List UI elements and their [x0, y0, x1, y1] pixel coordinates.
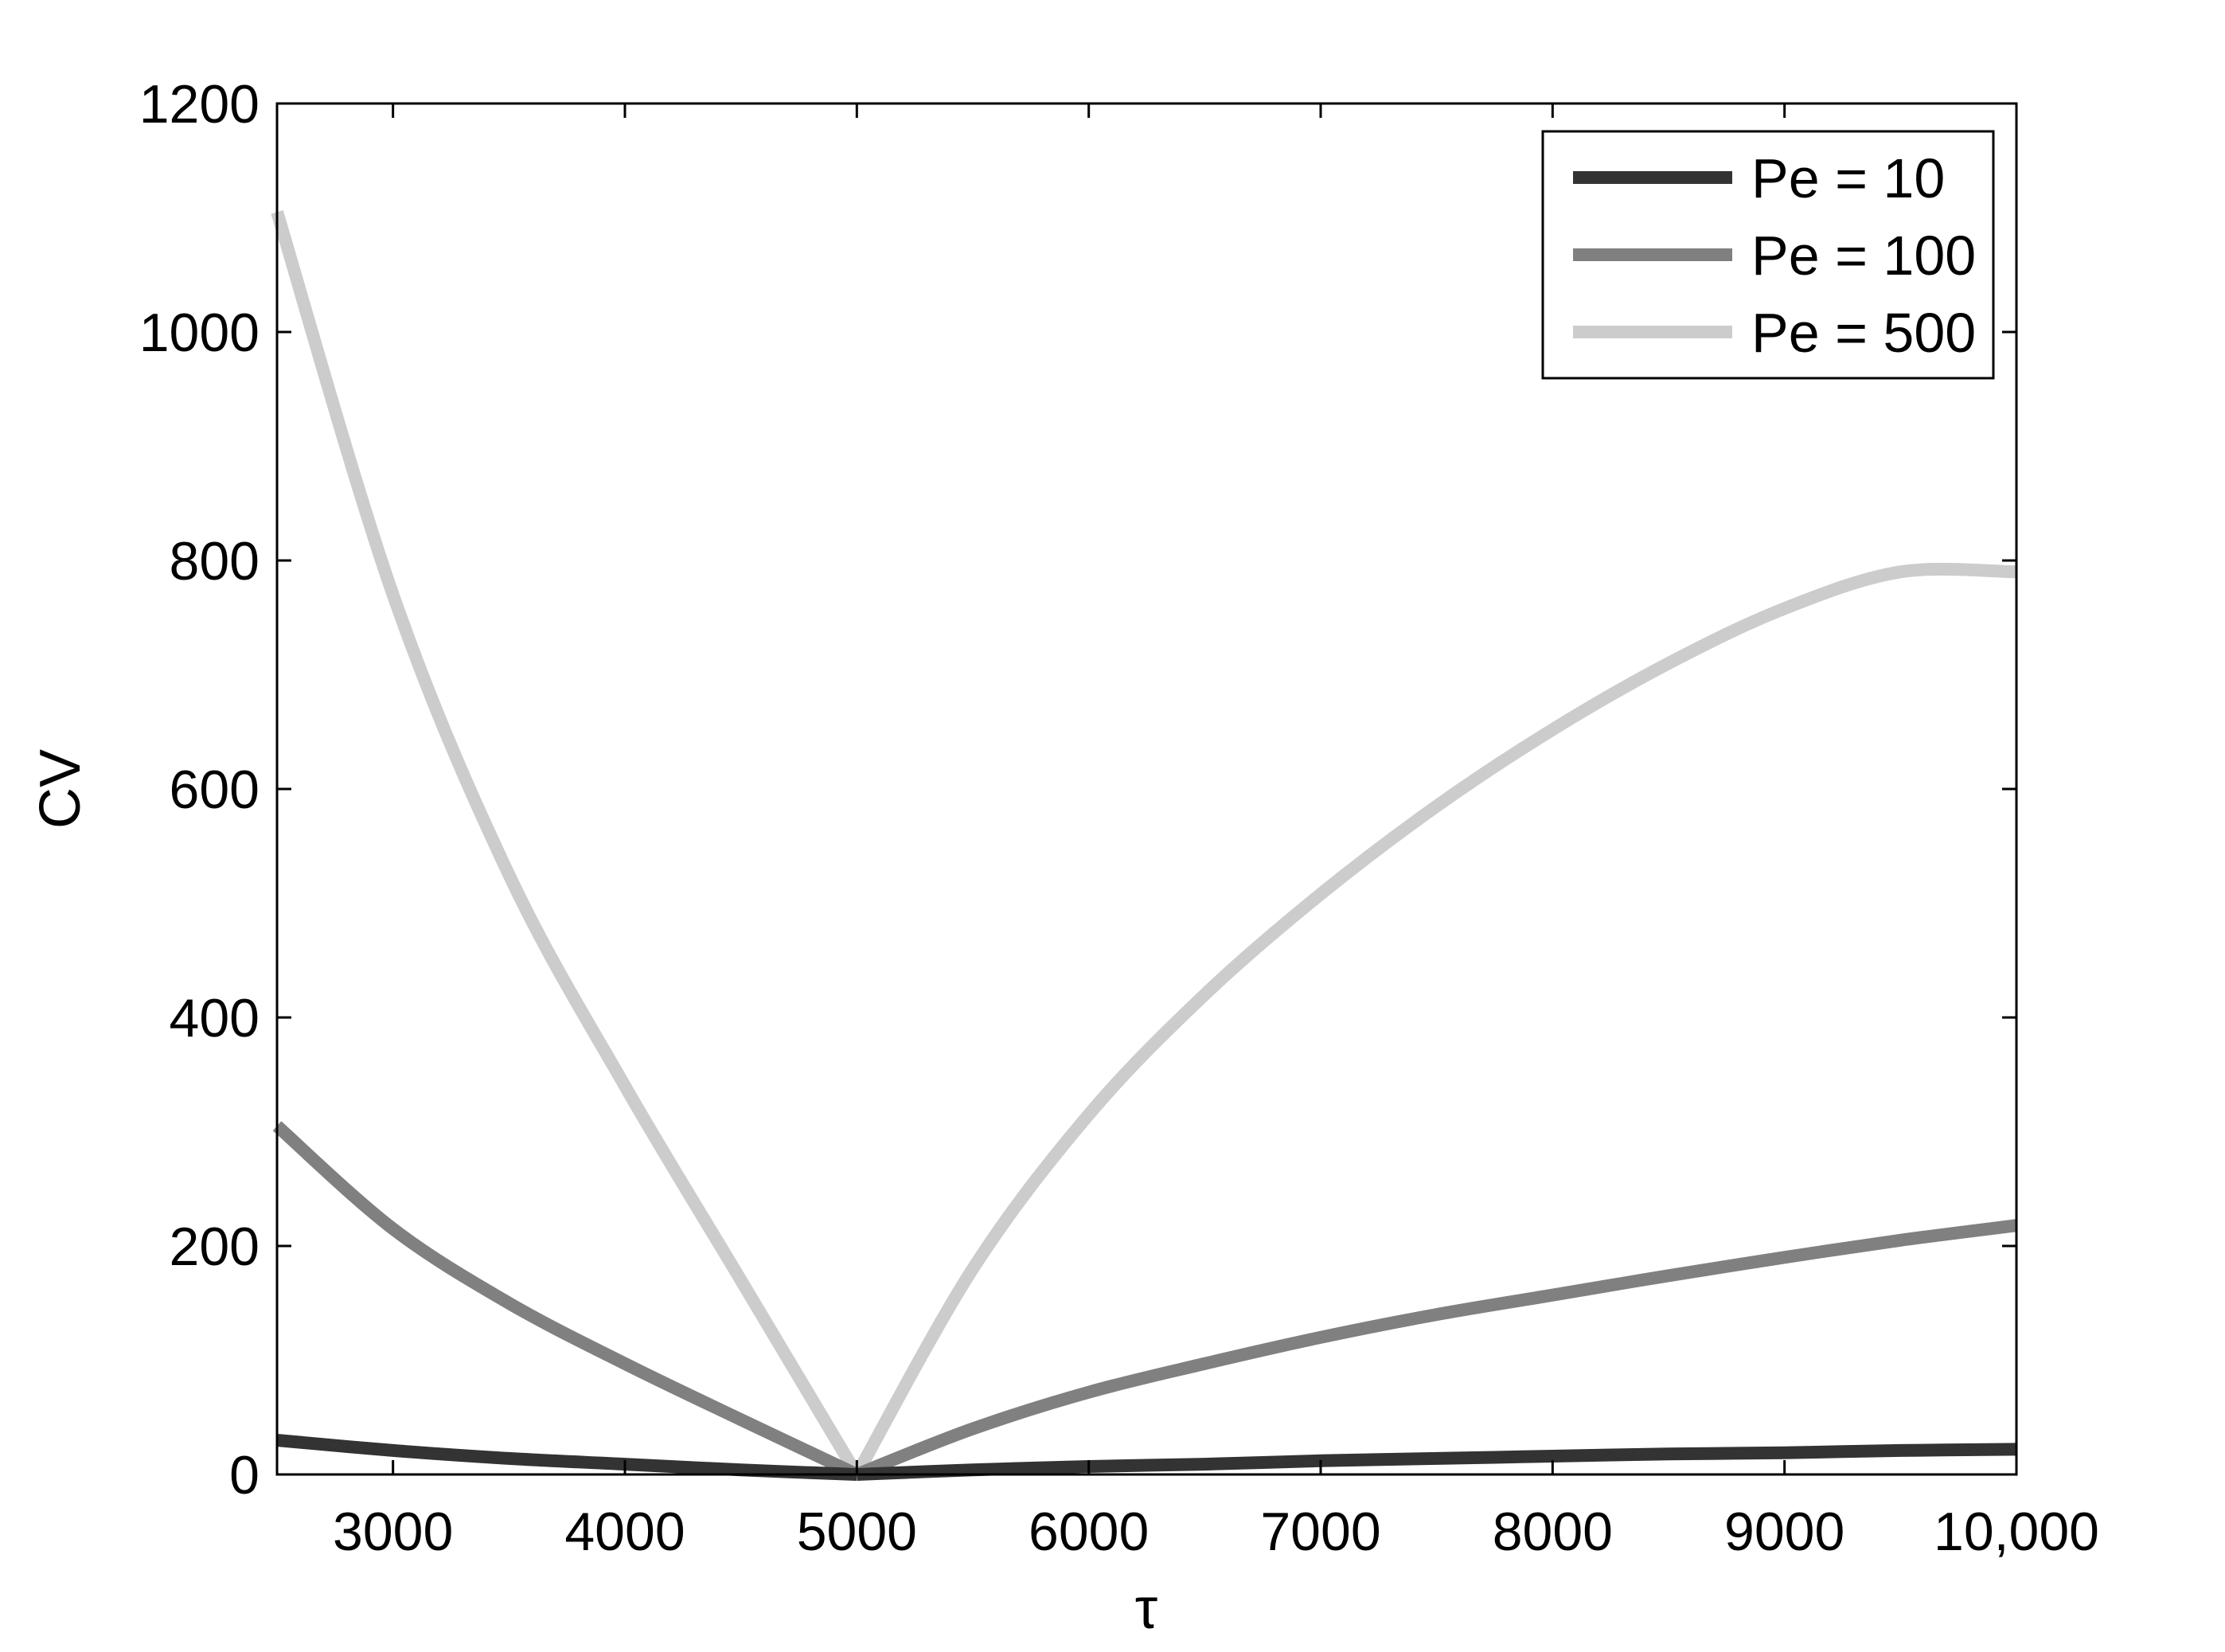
x-tick-label: 10,000	[1934, 1502, 2099, 1562]
y-tick-label: 1200	[139, 74, 260, 135]
x-tick-label: 5000	[797, 1502, 917, 1562]
y-tick-label: 1000	[139, 303, 260, 363]
series-line-pe-100	[272, 1121, 2018, 1481]
legend: Pe = 10 Pe = 100 Pe = 500	[1541, 130, 1995, 380]
legend-label: Pe = 100	[1751, 225, 1976, 287]
y-tick-label: 600	[170, 760, 260, 820]
x-tick-label: 7000	[1260, 1502, 1380, 1562]
tick-layer: 3000 4000 5000 6000 7000 8000 9000 10,000 0 200 40…	[139, 74, 2099, 1562]
x-axis-title: τ	[1135, 1577, 1157, 1641]
y-tick-label: 200	[170, 1217, 260, 1277]
legend-label: Pe = 10	[1751, 147, 1945, 209]
x-tick-label: 9000	[1724, 1502, 1844, 1562]
series-line-pe-10	[276, 1434, 2017, 1481]
x-tick-label: 4000	[564, 1502, 685, 1562]
legend-label: Pe = 500	[1751, 302, 1976, 364]
y-tick-label: 400	[170, 988, 260, 1049]
y-axis-title: CV	[29, 749, 92, 829]
series-line-pe-500	[271, 209, 2017, 1478]
y-tick-label: 800	[170, 531, 260, 592]
y-tick-label: 0	[229, 1445, 260, 1506]
series-layer	[271, 209, 2018, 1481]
x-tick-label: 8000	[1493, 1502, 1613, 1562]
x-tick-label: 6000	[1029, 1502, 1149, 1562]
x-tick-label: 3000	[333, 1502, 453, 1562]
